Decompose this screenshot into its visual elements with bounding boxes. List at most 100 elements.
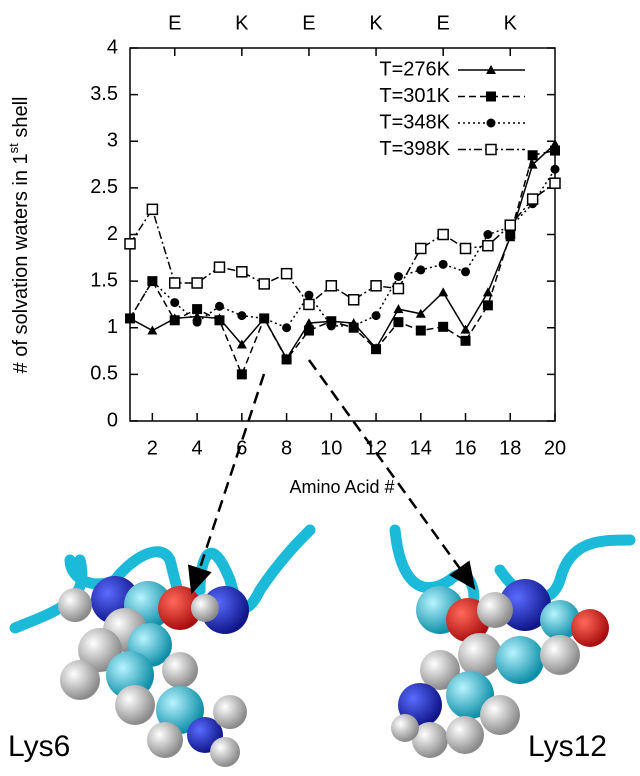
marker [526,193,539,205]
marker [461,267,471,277]
y-tick-label: 3 [107,130,118,152]
x-tick-label: 14 [410,437,432,459]
marker [192,311,203,321]
marker [304,290,314,300]
legend-label: T=348K [379,111,450,133]
x-tick-label: 12 [365,437,387,459]
marker [393,304,404,314]
y-tick-label: 3.5 [90,83,118,105]
molecule-right [389,524,636,758]
y-label-sup: st [6,143,21,154]
marker [303,318,314,328]
legend-label: T=276K [379,58,450,80]
top-label: K [504,12,518,34]
marker [169,315,180,326]
marker [371,311,381,321]
marker [486,65,496,74]
marker [505,229,516,240]
x-tick-label: 8 [281,437,292,459]
marker [281,354,292,365]
marker [347,294,360,306]
series-line [129,149,556,377]
marker [460,335,471,346]
marker [486,118,496,128]
marker [237,311,247,321]
marker [326,316,337,327]
pointer-arrow [307,359,476,591]
top-label: E [168,12,181,34]
series-line [129,143,556,360]
marker [303,298,315,311]
y-tick-label: 2.5 [90,176,118,198]
marker [392,282,405,295]
marker [192,304,203,315]
marker [460,324,471,334]
marker [415,308,426,318]
marker [326,321,336,331]
marker [438,287,449,297]
marker [550,164,560,174]
marker [482,300,493,311]
x-tick-label: 6 [236,437,247,459]
y-axis-label: # of solvation waters in 1st shell [6,97,32,374]
marker [393,271,403,281]
pointer-arrow [187,373,266,595]
marker [191,277,203,289]
marker [259,313,269,323]
marker [170,298,180,308]
x-tick-label: 20 [544,437,566,459]
marker [168,277,181,289]
marker [550,145,560,156]
marker [146,203,159,216]
marker [125,313,135,323]
marker [325,280,338,292]
marker [371,344,382,355]
marker [437,228,449,241]
marker [236,266,248,278]
marker [459,242,472,255]
marker [438,259,448,269]
marker [282,323,292,333]
marker [236,369,247,380]
marker [349,321,359,331]
marker [485,143,497,156]
molecule-left [9,524,316,767]
top-label: K [235,12,249,34]
marker [214,301,224,311]
y-tick-label: 4 [107,36,118,58]
image-label: Lys12 [528,730,607,763]
x-tick-label: 4 [192,437,203,459]
y-tick-label: 1 [107,316,118,338]
image-label: Lys6 [8,730,70,763]
x-tick-label: 18 [499,437,521,459]
marker [416,265,426,275]
marker [303,325,314,336]
marker [147,325,158,335]
marker [192,317,202,327]
legend-label: T=398K [379,138,450,160]
top-label: K [369,12,383,34]
y-tick-label: 2 [107,223,118,245]
x-axis-label: Amino Acid # [289,477,394,497]
marker [280,267,293,280]
top-label: E [302,12,315,34]
top-label: E [436,12,449,34]
y-label-text: # of solvation waters in 1 [10,153,32,373]
marker [147,276,157,286]
marker [236,339,247,349]
x-tick-label: 10 [320,437,342,459]
marker [213,261,226,273]
marker [393,317,404,328]
marker [482,239,494,252]
y-label-suffix: shell [10,97,32,144]
marker [438,321,449,332]
y-tick-label: 0 [107,409,118,431]
marker [258,278,270,290]
series-line [129,168,556,329]
marker [483,230,493,239]
y-tick-label: 0.5 [90,363,118,385]
marker [370,280,382,292]
marker [549,177,561,189]
legend-label: T=301K [379,85,450,107]
